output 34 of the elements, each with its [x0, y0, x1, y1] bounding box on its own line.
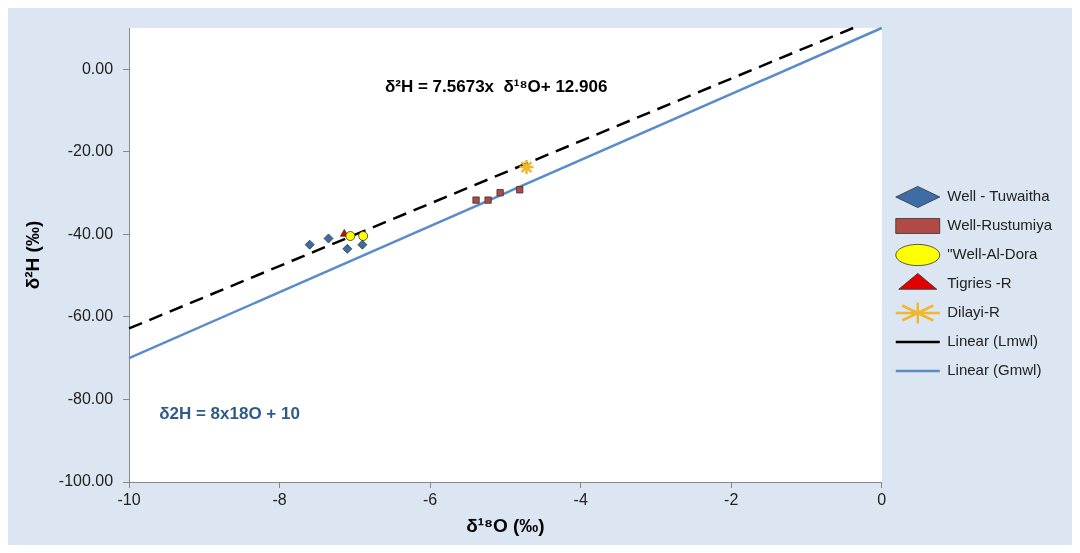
- y-tick-label: -20.00: [67, 142, 114, 160]
- legend-label: Well-Rustumiya: [947, 216, 1053, 234]
- x-tick-label: -8: [272, 491, 287, 509]
- point: [345, 231, 356, 241]
- y-tick-label: -40.00: [67, 224, 114, 242]
- point: [342, 243, 353, 254]
- point: [496, 189, 504, 197]
- point: [516, 186, 524, 194]
- x-tick-label: -10: [117, 491, 141, 509]
- legend-label: "Well-Al-Dora: [947, 245, 1038, 263]
- legend-label: Linear (Gmwl): [947, 361, 1042, 379]
- x-tick-label: 0: [877, 491, 887, 509]
- point: [472, 196, 480, 204]
- y-tick-label: 0.00: [81, 59, 114, 77]
- point: [358, 231, 369, 241]
- point: [484, 196, 492, 204]
- annotation: δ²H = 7.5673x δ¹⁸O+ 12.906: [384, 76, 608, 96]
- x-tick-label: -2: [724, 491, 739, 509]
- point: [357, 239, 368, 250]
- y-tick-label: -100.00: [58, 472, 114, 490]
- y-axis-title: δ²H (‰): [21, 220, 43, 290]
- legend-label: Linear (Lmwl): [947, 332, 1039, 350]
- annotation: δ2H = 8x18O + 10: [159, 403, 300, 423]
- legend-label: Well - Tuwaitha: [947, 187, 1051, 205]
- x-tick-label: -6: [423, 491, 438, 509]
- y-tick-label: -60.00: [67, 307, 114, 325]
- x-axis-title: δ¹⁸O (‰): [466, 514, 545, 536]
- point: [518, 158, 535, 176]
- point: [304, 239, 315, 250]
- x-tick-label: -4: [573, 491, 588, 509]
- legend-label: Tigries -R: [947, 274, 1012, 292]
- y-tick-label: -80.00: [67, 389, 114, 407]
- point: [323, 233, 334, 244]
- legend-label: Dilayi-R: [947, 303, 1000, 321]
